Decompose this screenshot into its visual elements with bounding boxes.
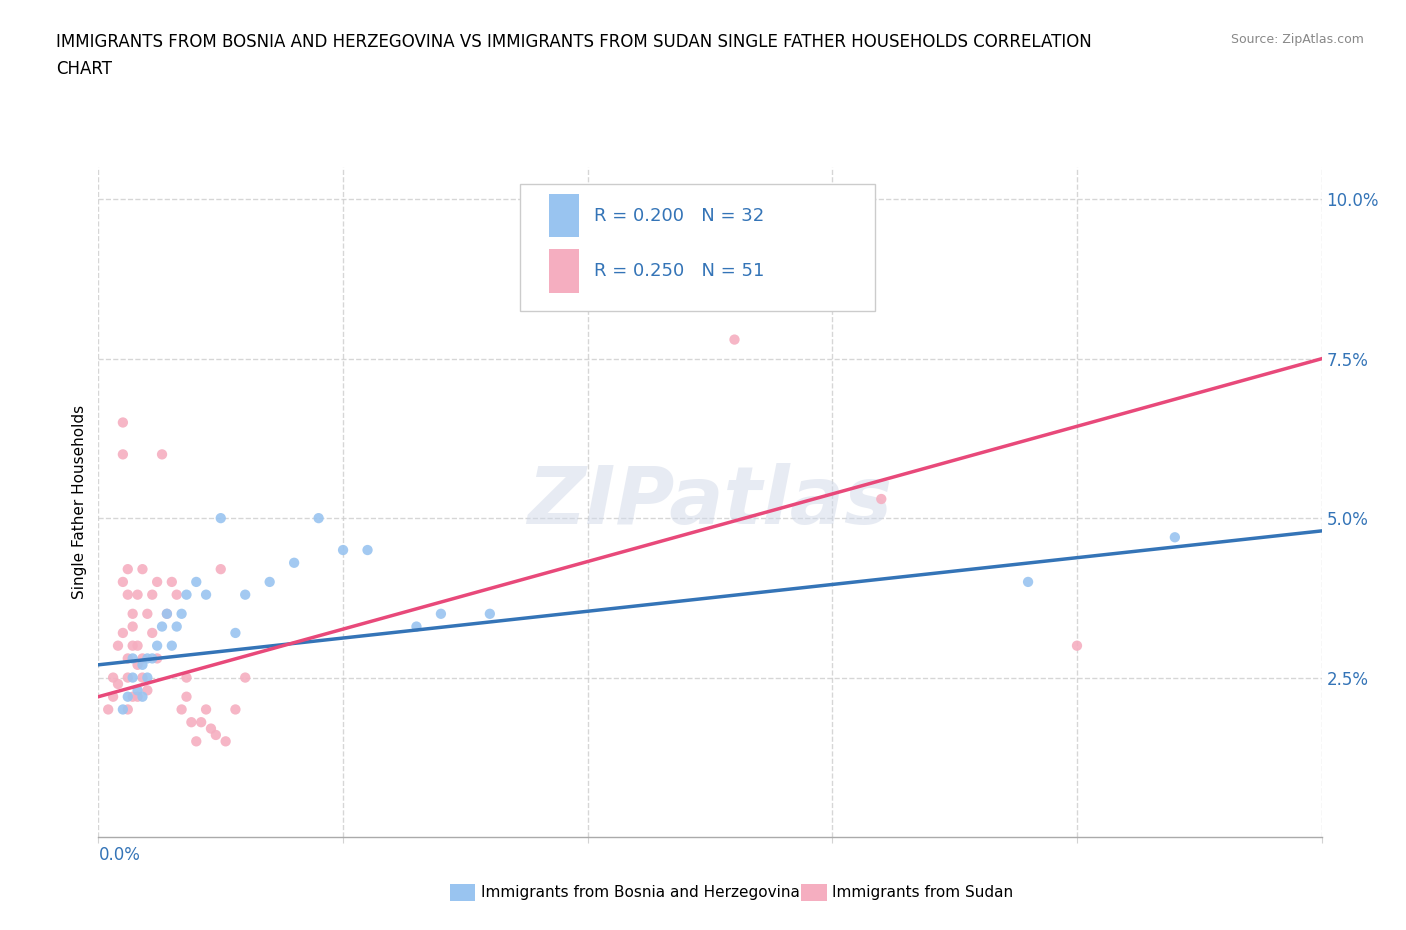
Point <box>97 702 120 717</box>
Point <box>117 702 139 717</box>
Text: ZIPatlas: ZIPatlas <box>527 463 893 541</box>
Point <box>1066 638 1088 653</box>
Point <box>111 702 134 717</box>
Point <box>283 555 305 570</box>
Point <box>160 638 183 653</box>
Point <box>195 587 218 602</box>
Point <box>121 619 143 634</box>
Point <box>127 638 149 653</box>
Point <box>141 587 163 602</box>
Point <box>117 689 139 704</box>
Point <box>176 587 198 602</box>
Point <box>166 619 188 634</box>
Point <box>146 638 169 653</box>
Point <box>121 689 143 704</box>
Point <box>478 606 501 621</box>
Point <box>141 651 163 666</box>
Point <box>111 415 134 430</box>
Point <box>127 683 149 698</box>
Y-axis label: Single Father Households: Single Father Households <box>72 405 87 599</box>
Text: R = 0.200   N = 32: R = 0.200 N = 32 <box>593 206 763 225</box>
Text: 0.0%: 0.0% <box>98 845 141 864</box>
Point <box>195 702 218 717</box>
Point <box>150 447 173 462</box>
Point <box>131 689 153 704</box>
Point <box>180 715 202 730</box>
Point <box>127 689 149 704</box>
Point <box>101 671 124 685</box>
Point <box>308 511 330 525</box>
Point <box>107 638 129 653</box>
Point <box>356 542 378 557</box>
Text: IMMIGRANTS FROM BOSNIA AND HERZEGOVINA VS IMMIGRANTS FROM SUDAN SINGLE FATHER HO: IMMIGRANTS FROM BOSNIA AND HERZEGOVINA V… <box>56 33 1092 50</box>
Point <box>136 683 159 698</box>
Bar <box>548 193 579 237</box>
Point <box>259 575 281 590</box>
Point <box>117 671 139 685</box>
Point <box>209 562 232 577</box>
Point <box>107 676 129 691</box>
Point <box>166 587 188 602</box>
Point <box>136 671 159 685</box>
Point <box>160 575 183 590</box>
Text: R = 0.250   N = 51: R = 0.250 N = 51 <box>593 262 765 280</box>
Point <box>214 734 236 749</box>
Point <box>136 651 159 666</box>
Point <box>111 626 134 641</box>
Text: Immigrants from Bosnia and Herzegovina: Immigrants from Bosnia and Herzegovina <box>481 885 800 900</box>
Point <box>1164 530 1187 545</box>
Point <box>723 332 745 347</box>
Point <box>233 671 256 685</box>
Point <box>176 671 198 685</box>
Point <box>170 702 193 717</box>
Point <box>121 638 143 653</box>
Point <box>131 658 153 672</box>
Point <box>224 626 246 641</box>
Point <box>131 562 153 577</box>
Point <box>117 587 139 602</box>
Point <box>1017 575 1039 590</box>
Text: CHART: CHART <box>56 60 112 78</box>
Point <box>430 606 453 621</box>
Point <box>190 715 212 730</box>
Point <box>870 492 893 507</box>
Point <box>121 651 143 666</box>
Point <box>186 734 208 749</box>
Point <box>131 671 153 685</box>
Point <box>209 511 232 525</box>
Point <box>146 651 169 666</box>
Point <box>136 606 159 621</box>
Point <box>224 702 246 717</box>
Bar <box>548 249 579 293</box>
Point <box>117 651 139 666</box>
Point <box>233 587 256 602</box>
Point <box>150 619 173 634</box>
Text: Source: ZipAtlas.com: Source: ZipAtlas.com <box>1230 33 1364 46</box>
Point <box>141 626 163 641</box>
Text: Immigrants from Sudan: Immigrants from Sudan <box>832 885 1014 900</box>
Point <box>121 671 143 685</box>
FancyBboxPatch shape <box>520 184 875 312</box>
Point <box>117 562 139 577</box>
Point <box>186 575 208 590</box>
Point <box>176 689 198 704</box>
Point <box>101 689 124 704</box>
Point <box>405 619 427 634</box>
Point <box>111 575 134 590</box>
Point <box>156 606 179 621</box>
Point <box>205 727 228 742</box>
Point <box>111 447 134 462</box>
Point <box>131 651 153 666</box>
Point <box>127 587 149 602</box>
Point <box>332 542 354 557</box>
Point <box>156 606 179 621</box>
Point <box>121 606 143 621</box>
Point <box>146 575 169 590</box>
Point <box>127 658 149 672</box>
Point <box>200 721 222 736</box>
Point <box>170 606 193 621</box>
